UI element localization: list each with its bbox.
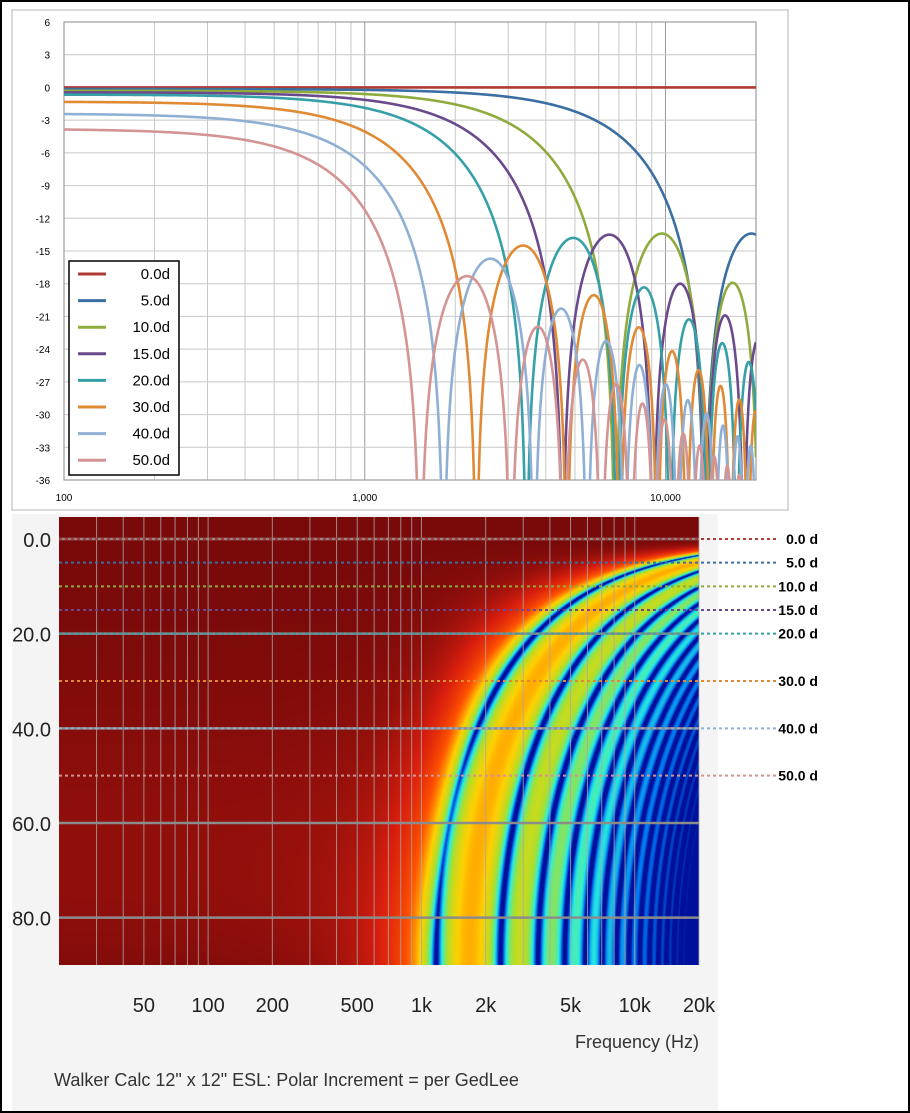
angle-marker-label: 5.0 d <box>786 555 818 571</box>
angle-marker-label: 10.0 d <box>778 578 818 594</box>
angle-marker-label: 0.0 d <box>786 531 818 547</box>
polar-response-chart: 6 3 0 -3 -6 -9 -12 -15 -18 -21 -24 -27 -30 -33 -36 100 1… <box>11 9 789 511</box>
legend-label: 20.0d <box>132 372 170 389</box>
heatmap-x-tick-label: 100 <box>191 995 224 1017</box>
x-tick-label: 100 <box>56 493 73 504</box>
y-tick-label: -12 <box>36 214 51 225</box>
y-tick-label: -9 <box>41 182 50 193</box>
heatmap-y-tick-label: 0.0 <box>23 530 51 552</box>
heatmap-x-tick-label: 10k <box>619 995 652 1017</box>
heatmap-y-tick-label: 80.0 <box>12 909 51 931</box>
y-tick-label: -6 <box>41 149 50 160</box>
heatmap-x-tick-label: 5k <box>560 995 582 1017</box>
plot-area-border <box>63 21 757 481</box>
legend-label: 30.0d <box>132 399 170 416</box>
angle-marker-label: 40.0 d <box>778 720 818 736</box>
heatmap-image <box>59 517 699 965</box>
angle-marker-label: 15.0 d <box>778 602 818 618</box>
heatmap-x-tick-label: 200 <box>256 995 289 1017</box>
y-tick-label: -27 <box>36 378 51 389</box>
heatmap-y-tick-label: 40.0 <box>12 719 51 741</box>
y-tick-label: -18 <box>36 280 51 291</box>
chart-caption: Walker Calc 12" x 12" ESL: Polar Increme… <box>54 1070 519 1090</box>
x-tick-label: 10,000 <box>650 493 681 504</box>
legend-label: 50.0d <box>132 452 170 469</box>
angle-markers: 0.0 d 5.0 d 10.0 d 15.0 d 20.0 d 30.0 d 40.0 d… <box>59 531 818 784</box>
legend-label: 15.0d <box>132 346 170 363</box>
legend-label: 5.0d <box>141 293 170 310</box>
y-tick-label: -24 <box>36 345 51 356</box>
series-line <box>64 89 756 480</box>
y-tick-label: -3 <box>41 116 50 127</box>
y-tick-label: -21 <box>36 312 51 323</box>
angle-marker-label: 50.0 d <box>778 768 818 784</box>
legend-label: 0.0d <box>141 266 170 283</box>
heatmap-y-tick-label: 60.0 <box>12 814 51 836</box>
heatmap-y-tick-label: 20.0 <box>12 625 51 647</box>
heatmap-x-tick-label: 50 <box>133 995 155 1017</box>
legend-label: 10.0d <box>132 319 170 336</box>
series-line <box>64 91 756 480</box>
y-tick-label: -33 <box>36 443 51 454</box>
y-tick-label: 6 <box>44 18 50 29</box>
y-tick-label: 0 <box>44 83 50 94</box>
heatmap-x-axis-title: Frequency (Hz) <box>575 1032 699 1052</box>
heatmap-x-tick-label: 20k <box>683 995 716 1017</box>
heatmap-x-tick-label: 2k <box>475 995 497 1017</box>
legend: 0.0d 5.0d 10.0d 15.0d 20.0d 30.0d 40.0d 50.0d <box>68 260 180 476</box>
legend-box <box>68 260 180 476</box>
series-group <box>64 86 756 480</box>
heatmap-x-tick-label: 1k <box>411 995 433 1017</box>
y-tick-label: -30 <box>36 411 51 422</box>
series-line <box>64 128 742 480</box>
heatmap-x-tick-label: 500 <box>341 995 374 1017</box>
series-line <box>64 112 756 480</box>
polar-heatmap-chart: 0.0 20.0 40.0 60.0 80.0 50 100 200 500 1k 2k 5k 10k 2… <box>12 514 818 1111</box>
angle-marker-label: 30.0 d <box>778 673 818 689</box>
y-tick-label: -36 <box>36 476 51 487</box>
series-line <box>64 93 756 480</box>
series-line <box>64 100 756 480</box>
legend-label: 40.0d <box>132 426 170 443</box>
y-tick-label: -15 <box>36 247 51 258</box>
x-tick-label: 1,000 <box>352 493 377 504</box>
angle-marker-label: 20.0 d <box>778 626 818 642</box>
series-line <box>64 87 756 480</box>
y-tick-label: 3 <box>44 51 50 62</box>
